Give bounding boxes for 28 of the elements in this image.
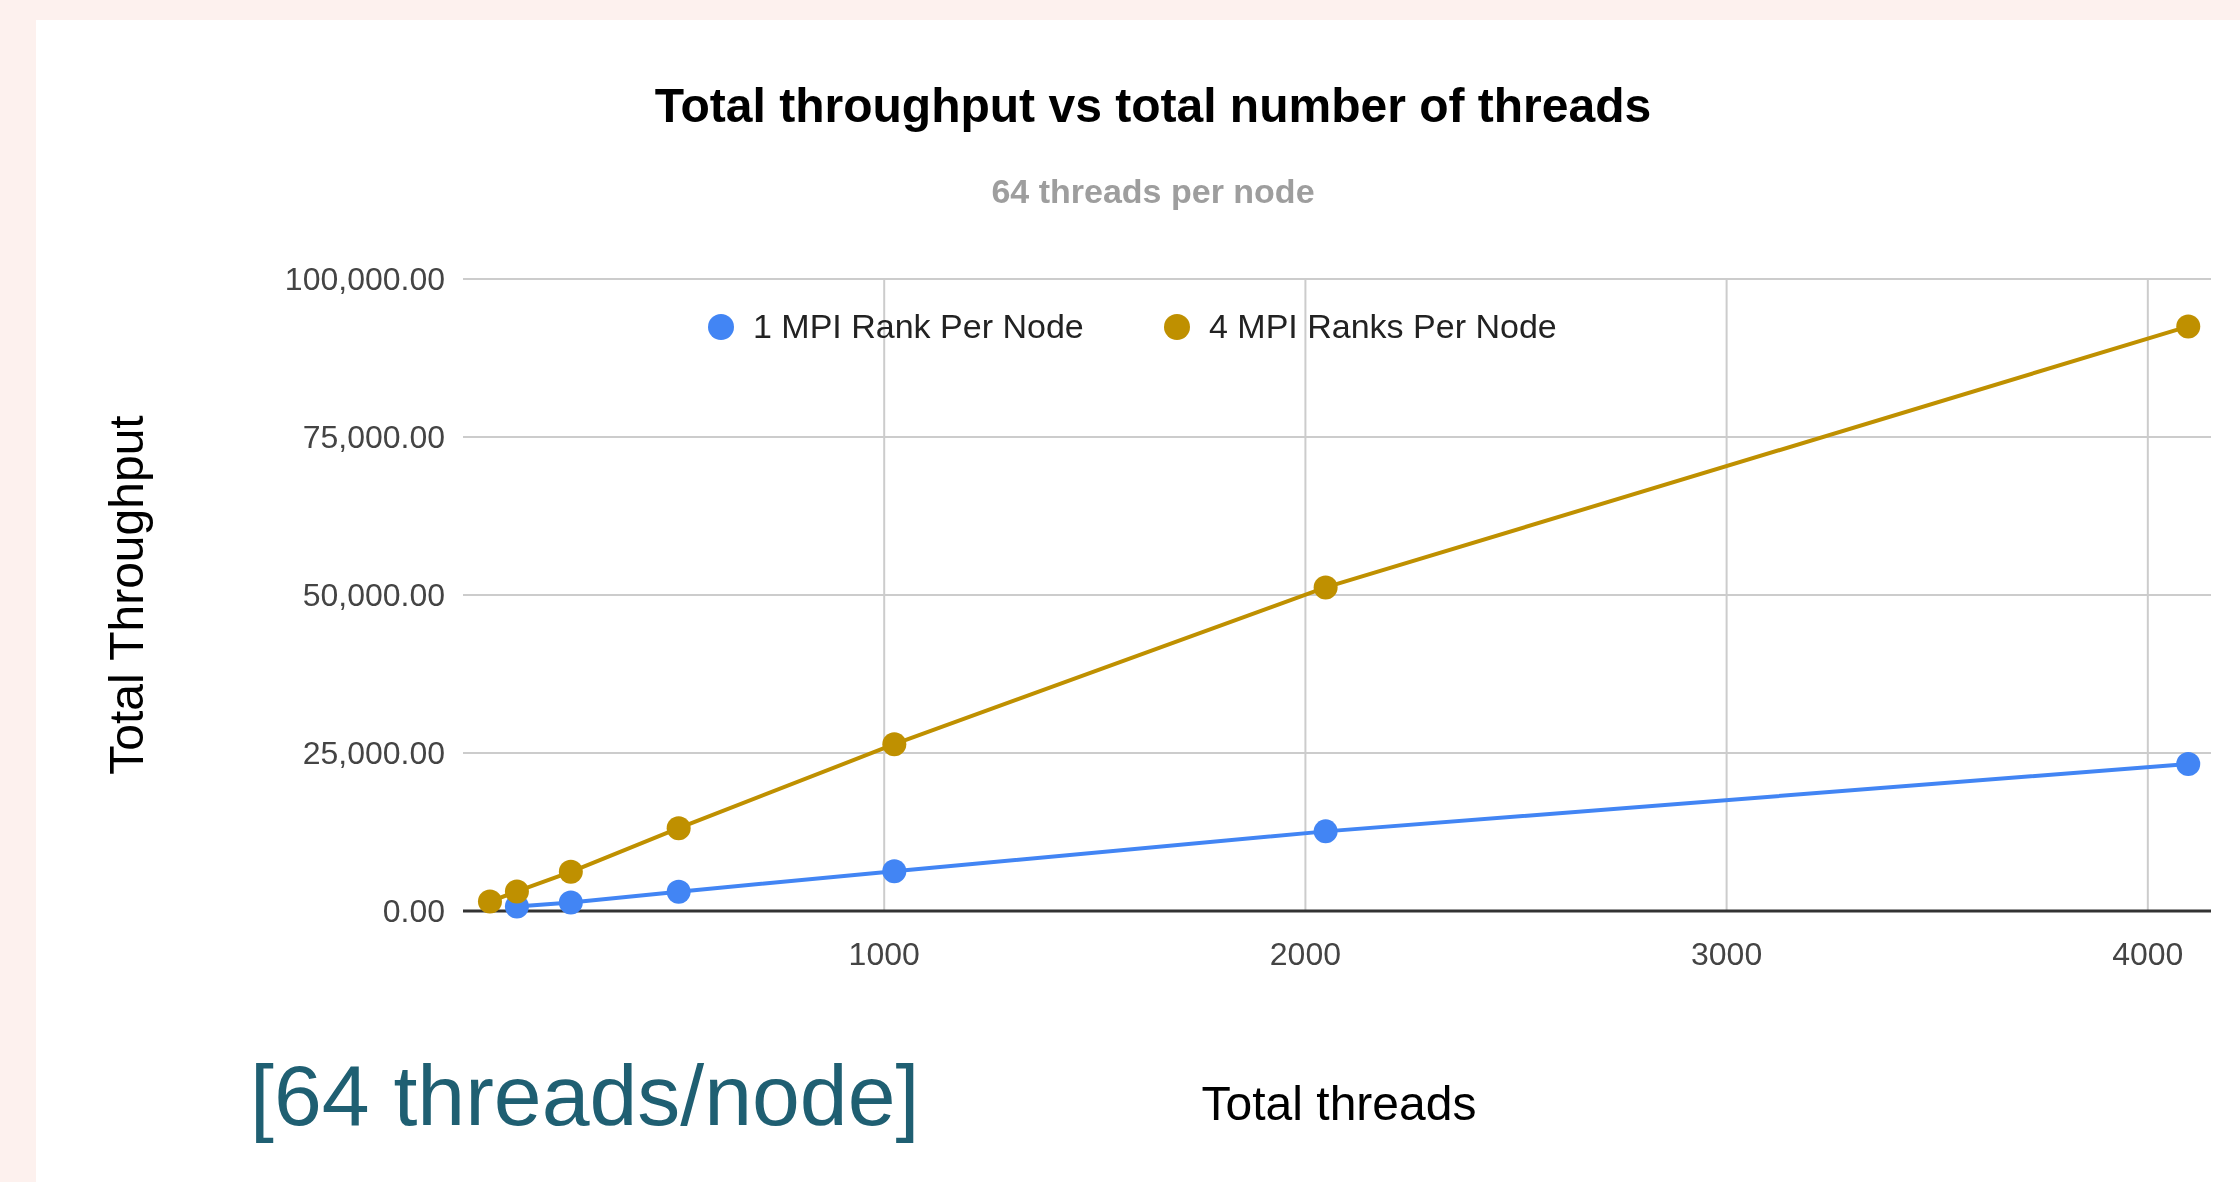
point	[2176, 752, 2201, 777]
chart-subtitle: 64 threads per node	[991, 172, 1315, 210]
y-axis-title: Total Throughput	[100, 415, 153, 775]
point	[504, 879, 529, 904]
x-tick-label: 1000	[848, 936, 920, 972]
x-tick-label: 4000	[2112, 936, 2184, 972]
y-tick-label: 100,000.00	[284, 261, 445, 297]
point	[666, 816, 691, 841]
legend-label: 4 MPI Ranks Per Node	[1209, 307, 1557, 345]
legend-label: 1 MPI Rank Per Node	[753, 307, 1084, 345]
point	[558, 859, 583, 884]
point	[1313, 819, 1338, 844]
point	[882, 859, 907, 884]
point	[882, 732, 907, 757]
text: [64 threads/node]	[250, 1047, 920, 1143]
chart-title: Total throughput vs total number of threads	[654, 79, 1652, 132]
x-tick-label: 3000	[1691, 936, 1763, 972]
point	[666, 879, 691, 904]
point	[558, 890, 583, 915]
x-axis-title: Total threads	[1201, 1077, 1477, 1130]
point	[1313, 575, 1338, 600]
point	[2176, 314, 2201, 339]
y-tick-label: 25,000.00	[302, 735, 445, 771]
point	[477, 889, 502, 914]
y-tick-label: 50,000.00	[302, 577, 445, 613]
y-tick-label: 75,000.00	[302, 419, 445, 455]
y-tick-label: 0.00	[382, 893, 445, 929]
x-tick-label: 2000	[1269, 936, 1341, 972]
